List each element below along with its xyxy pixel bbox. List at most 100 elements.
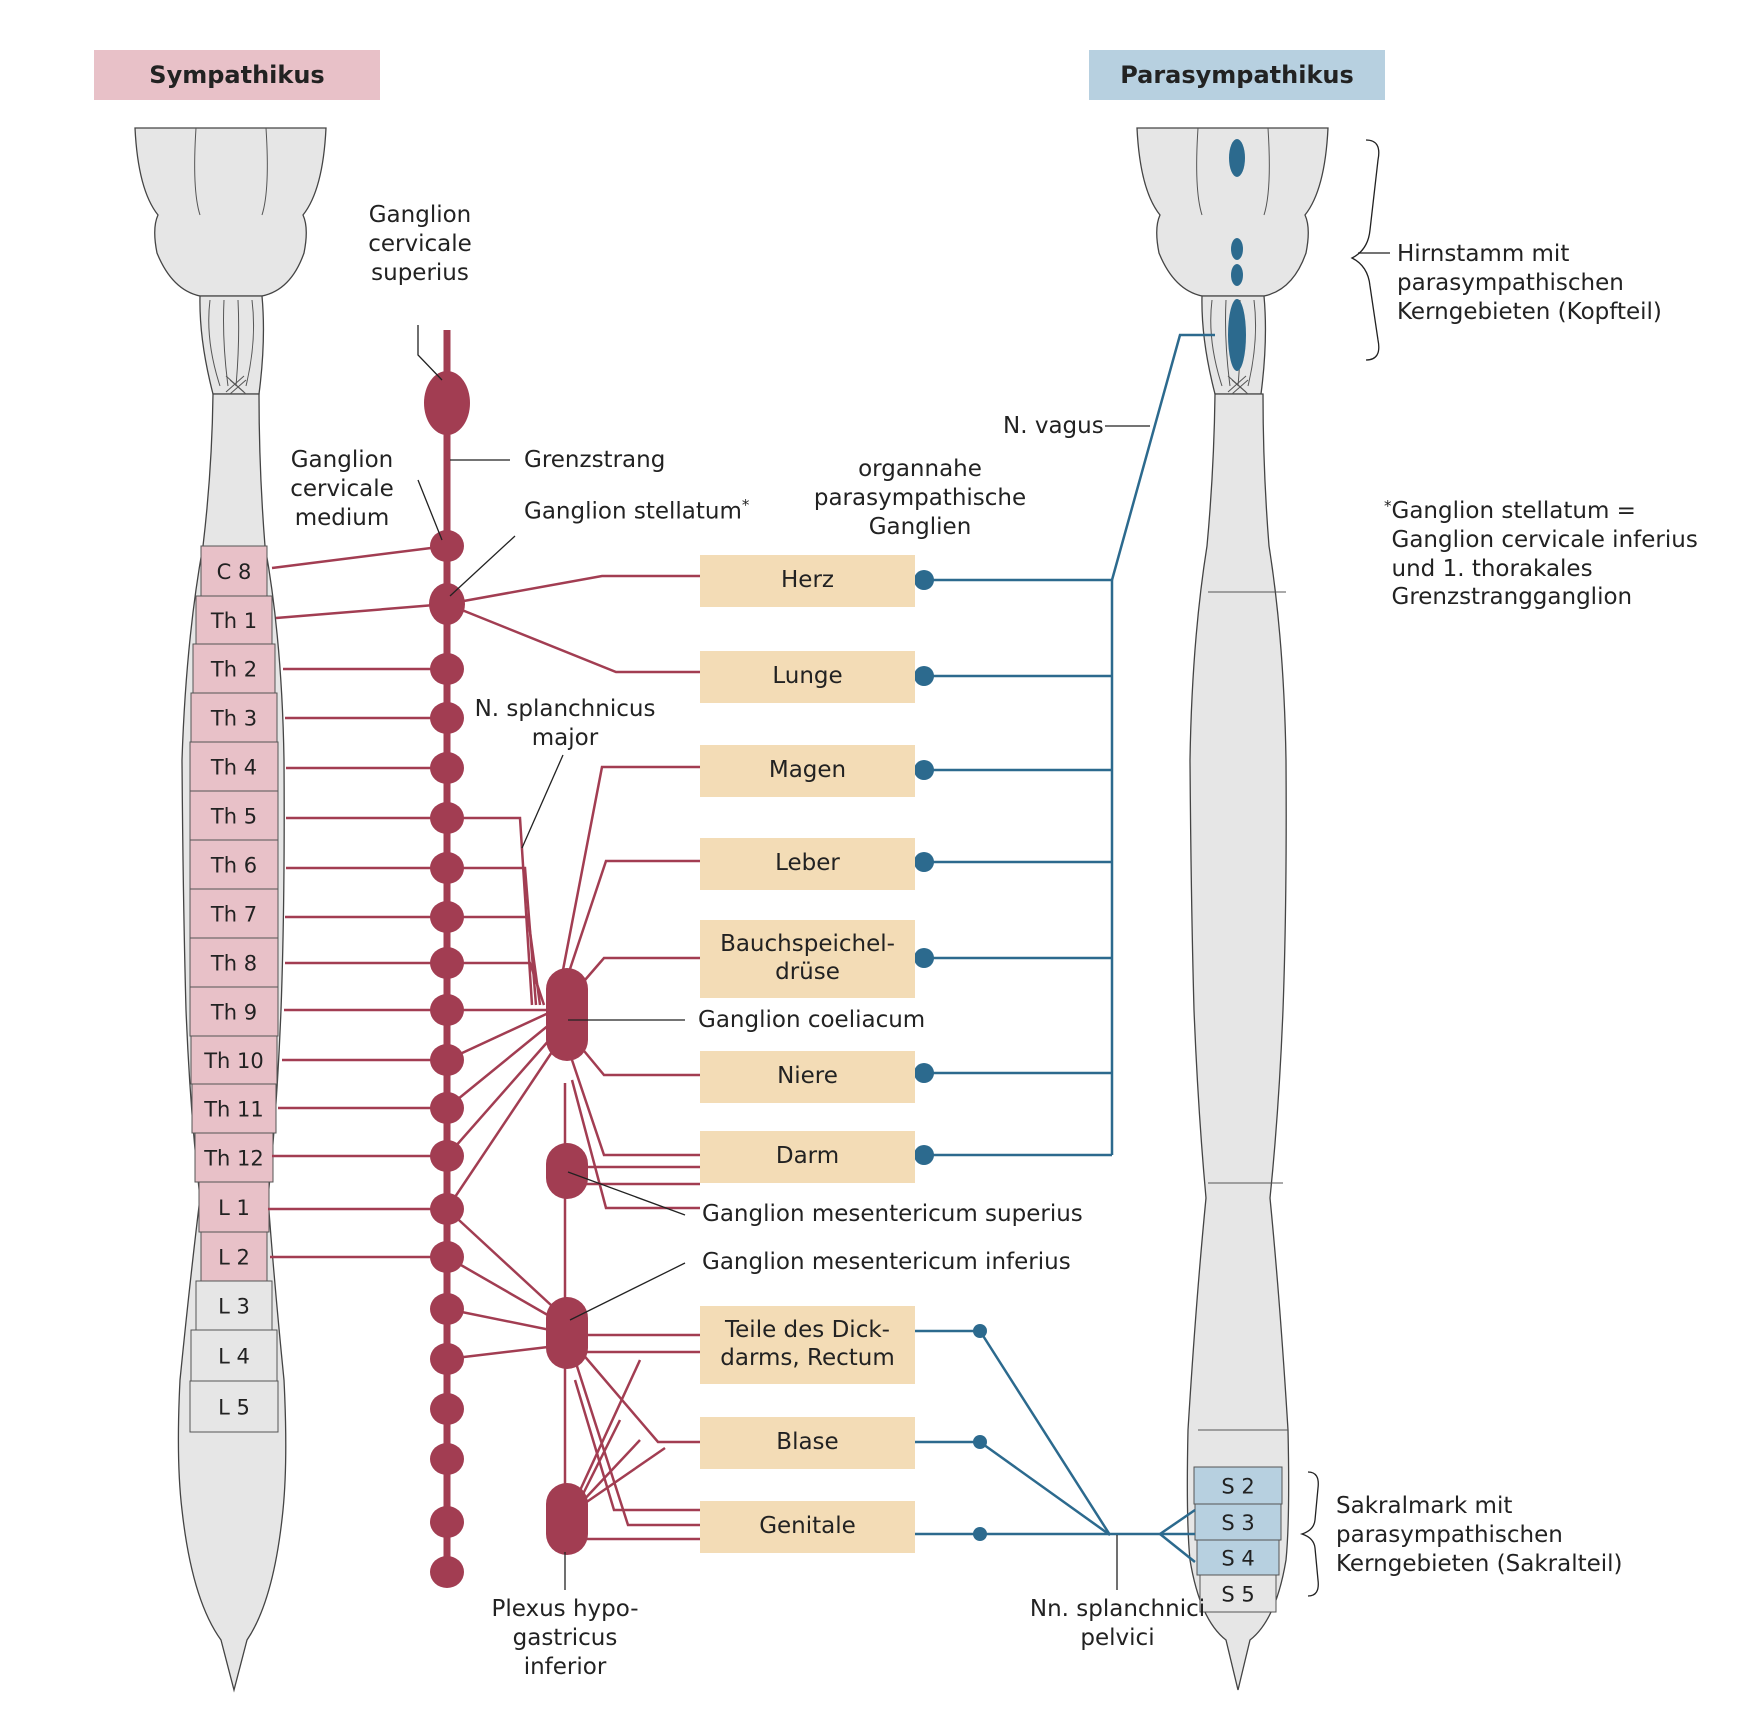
segment-label: L 2 xyxy=(218,1246,250,1270)
organ-box: Lunge xyxy=(700,651,915,703)
organ-box: Genitale xyxy=(700,1501,915,1553)
brainstem-nuclei xyxy=(1228,139,1246,371)
segment-label: Th 10 xyxy=(203,1049,264,1073)
segment-label: L 5 xyxy=(218,1396,250,1420)
grenzstrang-ganglion xyxy=(430,947,464,979)
label-organnahe-ganglien: organnahe parasympathische Ganglien xyxy=(813,456,1027,540)
segment-label: Th 9 xyxy=(210,1001,257,1025)
segment-box xyxy=(189,741,279,792)
organ-box: Blase xyxy=(700,1417,915,1469)
segment-box xyxy=(190,1035,278,1085)
grenzstrang-ganglion xyxy=(430,1193,464,1225)
organ-box: Magen xyxy=(700,745,915,797)
label-n-vagus: N. vagus xyxy=(1003,413,1104,439)
grenzstrang-ganglion xyxy=(430,1092,464,1124)
segment-label: Th 5 xyxy=(210,805,257,829)
header-sympathikus: Sympathikus xyxy=(94,50,380,100)
grenzstrang-ganglia xyxy=(429,530,465,1588)
segment-box xyxy=(189,888,279,939)
asterisk-mark: * xyxy=(741,496,750,514)
sacral-segment-box xyxy=(1194,1503,1282,1541)
ganglion-cervicale-superius xyxy=(424,371,470,435)
plexus-hypogastricus-inferior xyxy=(546,1483,588,1555)
left-brainstem xyxy=(134,127,327,297)
footnote: *Ganglion stellatum = Ganglion cervicale… xyxy=(1384,497,1698,612)
ganglion-coeliacum xyxy=(546,968,588,1061)
grenzstrang-ganglion xyxy=(430,1293,464,1325)
grenzstrang-ganglion xyxy=(430,702,464,734)
organ-box: Leber xyxy=(700,838,915,890)
grenzstrang-ganglion xyxy=(430,530,464,562)
grenzstrang-ganglion xyxy=(430,1443,464,1475)
sacral-segment-label: S 3 xyxy=(1221,1511,1254,1535)
organ-box: Bauchspeichel- drüse xyxy=(700,920,915,998)
right-cord-body xyxy=(1186,393,1290,1691)
segment-box xyxy=(189,937,279,988)
segment-box xyxy=(194,1132,274,1183)
ganglion-mesentericum-inferius xyxy=(546,1297,588,1369)
segment-box xyxy=(191,1083,277,1134)
organ-ganglia xyxy=(914,570,987,1541)
footnote-text: Ganglion stellatum = Ganglion cervicale … xyxy=(1391,498,1698,611)
grenzstrang-ganglion xyxy=(430,994,464,1026)
sacral-segment-label: S 5 xyxy=(1221,1583,1254,1607)
segment-box xyxy=(192,643,276,694)
segment-box xyxy=(190,692,278,743)
sacral-segment-box xyxy=(1193,1466,1283,1505)
segment-box xyxy=(198,1181,270,1233)
grenzstrang-ganglion xyxy=(430,1044,464,1076)
grenzstrang-ganglion xyxy=(430,1556,464,1588)
label-sakralmark: Sakralmark mit parasympathischen Kerngeb… xyxy=(1336,1493,1623,1577)
segment-label: L 4 xyxy=(218,1345,250,1369)
grenzstrang-ganglion xyxy=(430,653,464,685)
segment-box xyxy=(190,1329,278,1382)
grenzstrang-ganglion xyxy=(430,1241,464,1273)
label-nn-splanchnici-pelvici: Nn. splanchnici pelvici xyxy=(1029,1596,1206,1651)
segment-label: Th 11 xyxy=(203,1098,264,1122)
segment-label: Th 4 xyxy=(210,756,257,780)
grenzstrang-ganglion xyxy=(430,752,464,784)
grenzstrang-ganglion xyxy=(430,1393,464,1425)
segment-label: Th 2 xyxy=(210,658,257,682)
sacral-segment-label: S 4 xyxy=(1221,1547,1254,1571)
grenzstrang-ganglion xyxy=(430,852,464,884)
sacral-segment-label: S 2 xyxy=(1221,1475,1254,1499)
label-hirnstamm: Hirnstamm mit parasympathischen Kerngebi… xyxy=(1397,241,1662,325)
organ-box: Teile des Dick- darms, Rectum xyxy=(700,1306,915,1384)
segment-label: Th 6 xyxy=(210,854,257,878)
segment-box xyxy=(189,986,279,1037)
label-n-splanchnicus-major: N. splanchnicus major xyxy=(474,696,656,751)
segment-label: L 3 xyxy=(218,1295,250,1319)
leader-lines xyxy=(417,139,1390,1597)
grenzstrang-ganglion xyxy=(430,1506,464,1538)
ganglion-stellatum xyxy=(429,583,465,625)
organ-box: Darm xyxy=(700,1131,915,1183)
segment-label: Th 3 xyxy=(210,707,257,731)
segment-label: Th 8 xyxy=(210,952,257,976)
grenzstrang-ganglion xyxy=(430,901,464,933)
label-ganglion-coeliacum: Ganglion coeliacum xyxy=(698,1007,926,1033)
organ-box: Niere xyxy=(700,1051,915,1103)
ganglion-stellatum-text: Ganglion stellatum xyxy=(524,498,742,525)
segment-label: Th 1 xyxy=(210,609,257,633)
grenzstrang-ganglion xyxy=(430,1343,464,1375)
label-grenzstrang: Grenzstrang xyxy=(524,447,666,473)
ganglion-mesentericum-superius xyxy=(546,1143,588,1199)
label-ganglion-stellatum: Ganglion stellatum* xyxy=(524,496,749,526)
label-ganglion-cervicale-superius: Ganglion cervicale superius xyxy=(368,202,472,286)
prevertebral-ganglia xyxy=(424,371,588,1555)
label-ganglion-mesentericum-inferius: Ganglion mesentericum inferius xyxy=(702,1249,1071,1275)
header-parasympathikus: Parasympathikus xyxy=(1089,50,1385,100)
label-ganglion-mesentericum-superius: Ganglion mesentericum superius xyxy=(702,1201,1083,1227)
segment-label: Th 12 xyxy=(203,1147,264,1171)
sacral-segment-box xyxy=(1196,1539,1280,1576)
sacral-segment-box xyxy=(1199,1574,1277,1613)
sacral-segments: S 2 S 3 S 4 S 5 xyxy=(1193,1466,1283,1613)
grenzstrang-ganglion xyxy=(430,802,464,834)
sympathetic-segments: C 8 Th 1 Th 2 Th 3 Th 4 Th 5 Th 6 Th 7 Th 8 Th 9 T… xyxy=(189,545,279,1433)
segment-box xyxy=(189,1380,279,1433)
segment-label: Th 7 xyxy=(210,903,257,927)
label-plexus-hypogastricus: Plexus hypo- gastricus inferior xyxy=(491,1596,639,1680)
segment-box xyxy=(189,839,279,890)
